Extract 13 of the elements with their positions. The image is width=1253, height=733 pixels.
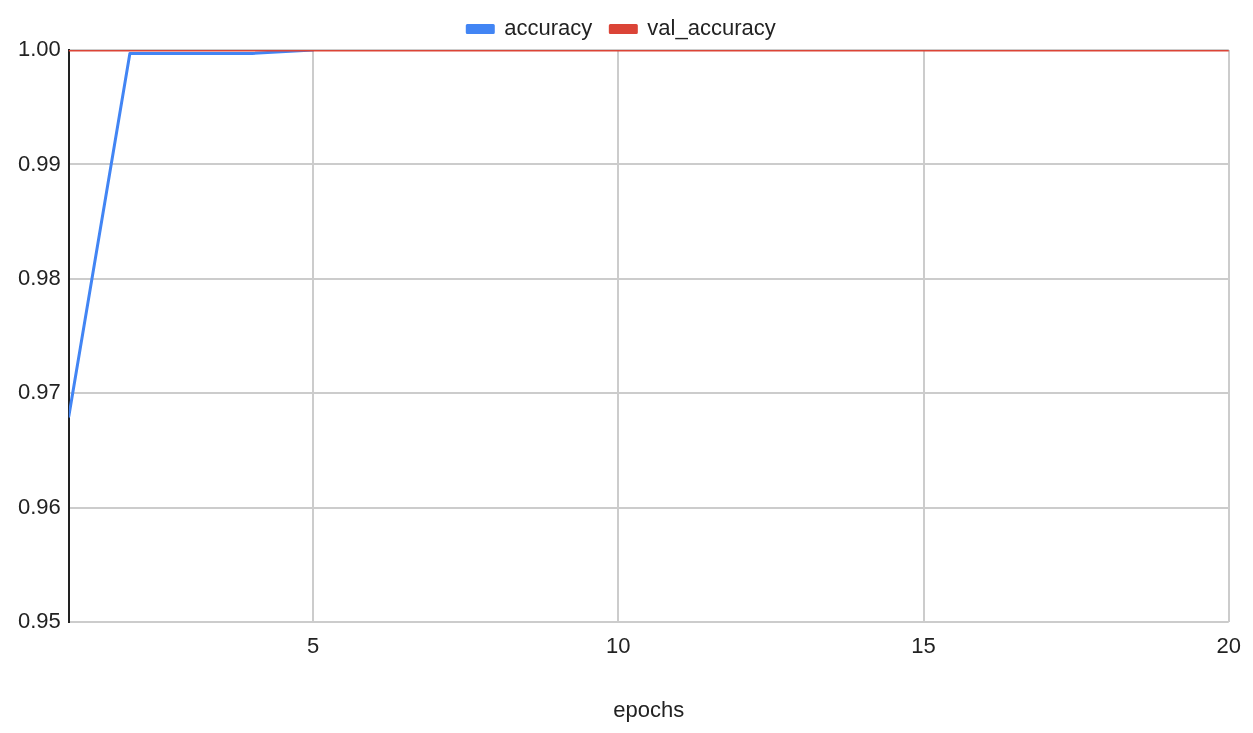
x-tick-label: 20 — [1216, 633, 1242, 659]
x-tick-label: 5 — [306, 633, 320, 659]
y-tick-label: 0.99 — [17, 150, 61, 176]
y-tick-label: 0.96 — [17, 493, 61, 519]
legend-label: val_accuracy — [647, 15, 776, 41]
x-tick-label: 15 — [911, 633, 936, 659]
y-tick-label: 0.98 — [17, 264, 61, 290]
y-tick-label: 1.00 — [17, 36, 61, 62]
x-tick-label: 10 — [606, 633, 631, 659]
legend-label: accuracy — [504, 15, 593, 41]
y-tick-label: 0.95 — [17, 608, 61, 634]
y-tick-label: 0.97 — [17, 379, 61, 405]
x-axis-title: epochs — [613, 696, 685, 722]
